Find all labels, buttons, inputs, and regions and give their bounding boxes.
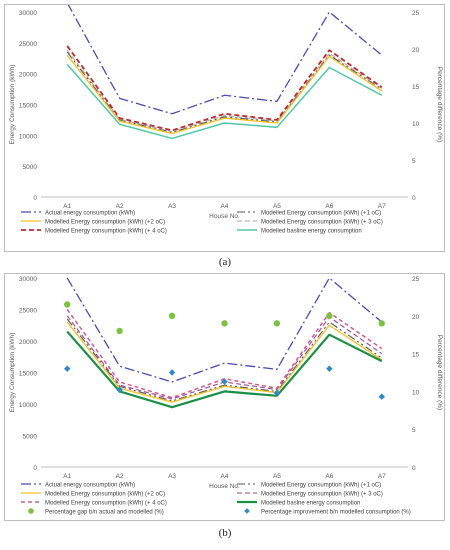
y2-tick-label: 0 — [412, 195, 416, 202]
chart-panel-a: 0 5000 10000 15000 20000 25000 30000 0 5 10 15 20 25… — [4, 4, 445, 252]
legend-label: Modelled Energy consumption (kWh) (+ 3 o… — [261, 491, 383, 497]
y-tick-label: 15000 — [19, 371, 37, 378]
y2-tick-label: 25 — [412, 10, 420, 17]
series-line — [66, 318, 383, 402]
y2-tick-label: 5 — [412, 427, 416, 434]
series-line — [67, 5, 383, 115]
legend-label: Modelled Energy consumption (kWh) (+2 oC… — [45, 491, 165, 497]
x-tick-label: A4 — [221, 203, 229, 210]
y2-axis-title: Percentage difference (%) — [436, 335, 443, 410]
legend-label: Percentage gap b/n actual and modelled (… — [45, 509, 164, 515]
legend-marker-diamond — [244, 508, 250, 514]
x-tick-label: A5 — [273, 203, 281, 210]
x-axis-title: House No. — [209, 483, 240, 490]
x-tick-label: A7 — [378, 473, 386, 480]
series-line — [66, 49, 383, 133]
legend-label: Modelled Energy consumption (kWh) (+ 4 o… — [45, 500, 167, 506]
x-tick-label: A7 — [378, 203, 386, 210]
series-line — [66, 63, 383, 140]
y-tick-label: 0 — [33, 195, 37, 202]
caption-b: (b) — [218, 527, 232, 539]
y-tick-label: 10000 — [19, 402, 37, 409]
chart-panel-b: 0 5000 10000 15000 20000 25000 30000 0 5 10 15 20 25… — [4, 273, 445, 521]
y-tick-label: 20000 — [19, 339, 37, 346]
x-tick-label: A6 — [325, 473, 333, 480]
y-tick-label: 25000 — [19, 41, 37, 48]
diamond-point — [116, 386, 123, 394]
series-line — [66, 330, 383, 409]
scatter-point — [273, 320, 281, 327]
y-tick-label: 30000 — [19, 10, 37, 17]
legend-label: Modelled Energy consumption (kWh) (+1 oC… — [261, 482, 381, 488]
series-line — [66, 54, 383, 135]
y-axis-title: Energy Consumption (kWh) — [9, 333, 16, 413]
y-tick-label: 30000 — [19, 276, 37, 283]
legend-label: Percentage improvement b/n modelled cons… — [261, 509, 411, 515]
y-tick-label: 0 — [33, 465, 37, 472]
legend-label: Modelled Energy consumption (kWh) (+ 3 o… — [261, 219, 383, 225]
diamond-point — [273, 389, 281, 397]
y2-axis-title: Percentage difference (%) — [436, 67, 443, 142]
diamond-point — [326, 365, 333, 372]
diamond-point — [378, 393, 385, 400]
y2-tick-label: 0 — [412, 465, 416, 472]
y-tick-label: 20000 — [19, 72, 37, 79]
legend-marker-circle — [28, 508, 34, 514]
y2-tick-label: 10 — [412, 389, 420, 396]
legend-label: Modelled Energy consumption (kWh) (+ 4 o… — [45, 228, 167, 234]
series-line — [66, 45, 383, 132]
y-axis-title: Energy Consumption (kWh) — [9, 65, 16, 145]
diamond-point — [168, 369, 176, 376]
y-tick-label: 10000 — [19, 133, 37, 140]
scatter-point — [64, 301, 71, 308]
x-tick-label: A6 — [325, 203, 333, 210]
series-line — [66, 51, 383, 133]
y-tick-label: 5000 — [23, 164, 38, 171]
chart-a-svg: 0 5000 10000 15000 20000 25000 30000 0 5 10 15 20 25… — [9, 5, 443, 234]
y2-tick-label: 15 — [412, 84, 420, 91]
diamond-point — [221, 378, 228, 385]
legend-label: Modelled basline energy consumption — [261, 228, 362, 234]
scatter-point — [116, 327, 123, 335]
x-tick-label: A5 — [273, 473, 281, 480]
scatter-point — [326, 312, 333, 319]
y2-tick-label: 10 — [412, 121, 420, 128]
scatter-point — [221, 320, 228, 327]
series-line — [66, 277, 383, 383]
y2-tick-label: 20 — [412, 47, 420, 54]
x-tick-label: A2 — [116, 203, 124, 210]
x-tick-label: A3 — [168, 473, 176, 480]
scatter-point — [168, 312, 176, 319]
y-tick-label: 15000 — [19, 103, 37, 110]
x-tick-label: A2 — [116, 473, 124, 480]
legend-label: Modelled Energy consumption (kWh) (+2 oC… — [45, 219, 165, 225]
y2-tick-label: 25 — [412, 276, 420, 283]
x-tick-label: A3 — [168, 203, 176, 210]
legend-label: Modelled baslne energy consumption — [261, 500, 360, 506]
series-line — [66, 321, 383, 403]
legend-label: Modelled Energy consumption (kWh) (+1 oC… — [261, 210, 381, 216]
y2-tick-label: 5 — [412, 158, 416, 165]
caption-a: (a) — [218, 256, 232, 268]
y-tick-label: 5000 — [23, 434, 38, 441]
x-tick-label: A1 — [63, 473, 71, 480]
y-tick-label: 25000 — [19, 308, 37, 315]
legend-label: Actual energy consumption (kWh) — [45, 210, 135, 216]
y2-tick-label: 20 — [412, 314, 420, 321]
x-axis-title: House No. — [209, 213, 240, 220]
x-tick-label: A4 — [221, 473, 229, 480]
scatter-point — [378, 320, 385, 327]
diamond-point — [64, 365, 71, 372]
x-tick-label: A1 — [63, 203, 71, 210]
legend-label: Actual energy consumption (kWh) — [45, 482, 135, 488]
chart-b-svg: 0 5000 10000 15000 20000 25000 30000 0 5 10 15 20 25… — [9, 276, 443, 515]
y2-tick-label: 15 — [412, 352, 420, 359]
